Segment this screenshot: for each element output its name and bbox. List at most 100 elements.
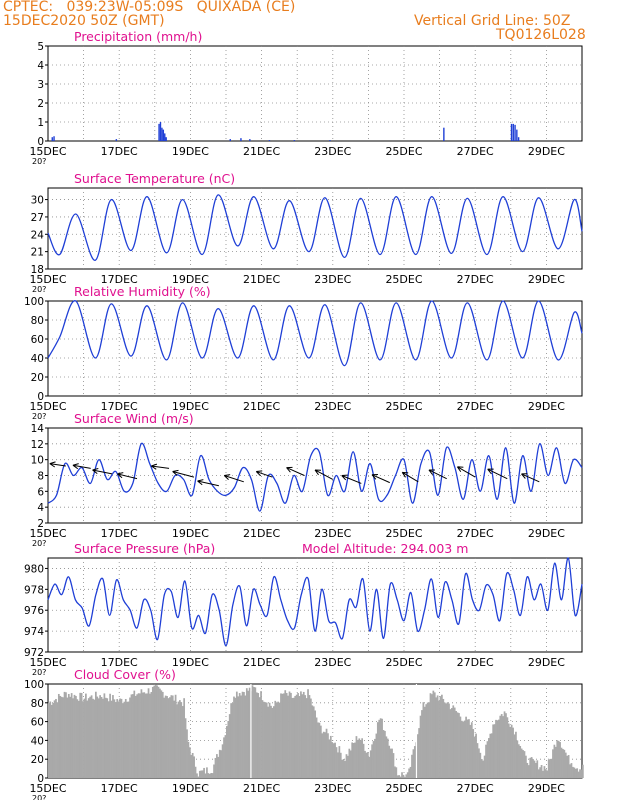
cloud-bar bbox=[130, 694, 133, 778]
wind-ytick-label: 14 bbox=[31, 423, 45, 435]
cloud-bar bbox=[567, 755, 570, 778]
precip-bar bbox=[268, 140, 271, 141]
rh-xtick-label: 23DEC bbox=[314, 400, 351, 413]
cloud-bar bbox=[546, 770, 549, 778]
cloud-bar bbox=[143, 692, 146, 778]
cloud-title: Cloud Cover (%) bbox=[74, 667, 176, 682]
cloud-bar bbox=[109, 693, 111, 778]
cloud-bar bbox=[113, 699, 116, 778]
cloud-bar bbox=[126, 701, 129, 778]
cloud-bar bbox=[151, 686, 154, 778]
precip-xtick-label: 19DEC bbox=[172, 145, 209, 158]
cloud-bar bbox=[389, 748, 392, 778]
precip-bar bbox=[514, 124, 516, 141]
cloud-bar bbox=[351, 742, 354, 778]
cloud-bar bbox=[146, 693, 148, 778]
cloud-bar bbox=[559, 742, 561, 778]
cloud-bar bbox=[223, 737, 225, 778]
cloud-bar bbox=[557, 740, 560, 778]
cloud-bar bbox=[80, 692, 83, 778]
cloud-bar bbox=[190, 754, 193, 778]
cloud-bar bbox=[274, 700, 277, 778]
cloud-bar bbox=[307, 689, 309, 778]
cloud-bar bbox=[97, 698, 100, 778]
cloud-xtick-label: 29DEC bbox=[528, 782, 565, 795]
cloud-bar bbox=[376, 722, 379, 778]
cloud-bar bbox=[421, 710, 423, 778]
cloud-bar bbox=[272, 706, 275, 778]
cloud-bar bbox=[357, 739, 359, 778]
press-xtick-label: 29DEC bbox=[528, 656, 565, 669]
cloud-bar bbox=[183, 698, 186, 778]
cloud-bar bbox=[197, 776, 200, 778]
cloud-bar bbox=[576, 768, 579, 778]
cloud-bar bbox=[409, 766, 412, 778]
precip-bar bbox=[517, 137, 520, 141]
precip-bar bbox=[164, 133, 166, 141]
temp-xtick-label: 25DEC bbox=[385, 273, 422, 286]
precip-ytick-label: 1 bbox=[37, 117, 44, 129]
wind-series-line bbox=[47, 442, 583, 512]
rh-xtick-label: 27DEC bbox=[457, 400, 494, 413]
cloud-bar bbox=[254, 687, 257, 778]
cloud-bar bbox=[123, 701, 126, 778]
precip-ytick-label: 3 bbox=[37, 79, 44, 91]
wind-arrow bbox=[255, 470, 273, 478]
cloud-bar bbox=[57, 693, 60, 778]
cloud-bar bbox=[49, 701, 52, 778]
press-xtick-label: 17DEC bbox=[101, 656, 138, 669]
cloud-bar bbox=[473, 736, 476, 778]
precip-xtick-label: 21DEC bbox=[243, 145, 280, 158]
cloud-bar bbox=[574, 768, 577, 778]
cloud-bar bbox=[490, 733, 493, 778]
cloud-bar bbox=[93, 699, 96, 778]
cloud-bar bbox=[139, 693, 141, 778]
cloud-bar bbox=[72, 698, 74, 778]
cloud-bar bbox=[526, 762, 529, 778]
cloud-bar bbox=[431, 694, 433, 778]
wind-arrow bbox=[456, 466, 476, 478]
precip-bar bbox=[512, 123, 514, 141]
cloud-bar bbox=[278, 702, 281, 778]
cloud-bar bbox=[450, 708, 453, 778]
cloud-bar bbox=[364, 750, 366, 778]
cloud-bar bbox=[163, 697, 166, 778]
cloud-bar bbox=[327, 733, 329, 778]
cloud-bar bbox=[244, 695, 247, 778]
wind-arrow bbox=[521, 473, 540, 483]
cloud-bar bbox=[525, 755, 527, 778]
cloud-bar bbox=[129, 697, 131, 778]
cloud-bar bbox=[527, 765, 530, 778]
cloud-bar bbox=[342, 758, 345, 778]
cloud-bar bbox=[573, 767, 576, 778]
cloud-bar bbox=[221, 744, 224, 778]
cloud-bar bbox=[63, 691, 66, 778]
cloud-bar bbox=[495, 719, 497, 778]
cloud-ytick-label: 100 bbox=[24, 679, 44, 691]
cloud-bar bbox=[112, 695, 114, 778]
cloud-bar bbox=[460, 720, 463, 778]
cloud-bar bbox=[399, 776, 402, 778]
cloud-bar bbox=[362, 743, 365, 778]
cloud-bar bbox=[402, 774, 405, 778]
cloud-bar bbox=[426, 702, 429, 778]
cloud-bar bbox=[506, 717, 509, 778]
press-series-line bbox=[47, 557, 583, 647]
cloud-bar bbox=[552, 749, 554, 778]
cloud-bar bbox=[137, 693, 140, 778]
cloud-xtick-label: 25DEC bbox=[385, 782, 422, 795]
cloud-bar bbox=[150, 691, 153, 778]
press-xtick-label: 19DEC bbox=[172, 656, 209, 669]
cloud-bar bbox=[418, 728, 420, 778]
cloud-bar bbox=[385, 736, 388, 778]
cloud-bar bbox=[325, 728, 328, 778]
cloud-bar bbox=[570, 763, 573, 778]
cloud-xtick-label: 21DEC bbox=[243, 782, 280, 795]
cloud-bar bbox=[530, 757, 533, 778]
wind-xtick-label: 17DEC bbox=[101, 527, 138, 540]
cloud-bar bbox=[227, 721, 230, 778]
wind-arrow bbox=[49, 461, 66, 468]
cloud-bar bbox=[458, 713, 460, 778]
precip-xtick-label: 15DEC bbox=[29, 145, 66, 158]
cloud-bar bbox=[398, 775, 401, 778]
